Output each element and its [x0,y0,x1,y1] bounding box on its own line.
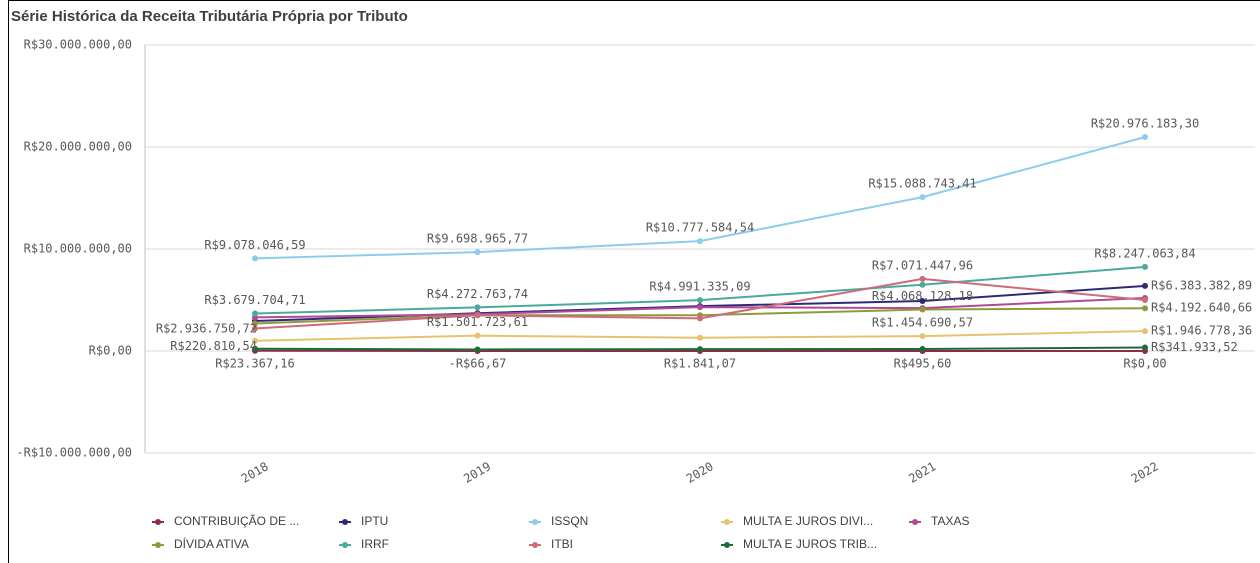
data-point [919,333,926,340]
data-label: R$4.272.763,74 [427,287,528,301]
data-point [919,194,926,201]
legend-label: TAXAS [931,514,969,528]
data-label: R$1.946.778,36 [1151,324,1252,338]
chart-title: Série Histórica da Receita Tributária Pr… [11,8,408,25]
data-point [252,255,258,262]
legend-label: MULTA E JUROS DIVI... [743,514,873,528]
data-label: R$23.367,16 [215,356,294,370]
data-point [1142,305,1148,312]
legend-swatch [532,519,538,525]
y-tick-label: R$20.000.000,00 [24,140,132,154]
data-point [697,334,703,341]
x-tick-label: 2018 [239,459,271,486]
data-point [252,325,258,332]
data-point [1142,328,1148,335]
legend-label: ITBI [551,537,573,551]
y-tick-label: R$30.000.000,00 [24,38,132,52]
legend-swatch [724,519,730,525]
legend-swatch [155,542,161,548]
data-label: R$341.933,52 [1151,340,1238,354]
data-label: R$15.088.743,41 [868,177,976,191]
data-label: R$0,00 [1123,357,1166,371]
data-point [697,304,703,311]
data-point [1142,282,1148,289]
data-label: R$1.841,07 [664,356,736,370]
x-tick-label: 2021 [906,459,938,486]
data-point [919,281,926,288]
legend-label: DÍVIDA ATIVA [174,536,249,551]
data-point [474,346,481,353]
x-tick-label: 2022 [1129,459,1161,486]
data-label: R$20.976.183,30 [1091,117,1199,131]
legend-label: IPTU [361,514,388,528]
data-label: R$1.454.690,57 [872,316,973,330]
legend-swatch [155,519,161,525]
legend-swatch [724,542,730,548]
data-label: R$3.679.704,71 [204,293,305,307]
data-point [919,275,926,282]
legend-swatch [342,542,348,548]
data-point [919,298,926,305]
data-point [474,304,481,311]
y-tick-label: R$10.000.000,00 [24,242,132,256]
data-point [1142,297,1148,303]
data-point [919,306,926,313]
data-label: R$4.192.640,66 [1151,301,1252,315]
data-point [697,238,703,245]
data-label: R$220.810,54 [170,339,257,353]
data-point [697,297,703,304]
data-point [252,337,258,344]
legend-label: MULTA E JUROS TRIB... [743,537,877,551]
legend-swatch [532,542,538,548]
data-label: R$7.071.447,96 [872,258,973,272]
data-label: -R$66,67 [449,357,507,371]
data-point [252,345,258,352]
data-point [1142,134,1148,141]
data-label: R$495,60 [894,356,952,370]
data-label: R$2.936.750,72 [156,322,257,336]
legend-label: ISSQN [551,514,588,528]
legend-label: IRRF [361,537,389,551]
data-point [1142,263,1148,270]
data-point [252,310,258,317]
data-label: R$6.383.382,89 [1151,278,1252,292]
legend-swatch [342,519,348,525]
y-tick-label: R$0,00 [89,344,132,358]
data-point [474,249,481,256]
legend-swatch [912,519,918,525]
data-point [919,345,926,352]
data-label: R$1.501.723,61 [427,315,528,329]
x-tick-label: 2019 [461,459,493,486]
y-tick-label: -R$10.000.000,00 [16,446,132,460]
data-label: R$9.698.965,77 [427,232,528,246]
data-point [474,312,481,319]
legend-label: CONTRIBUIÇÃO DE ... [174,514,299,528]
data-label: R$4.068.128,18 [872,289,973,303]
data-point [1142,344,1148,351]
data-label: R$8.247.063,84 [1094,246,1195,260]
data-label: R$9.078.046,59 [204,238,305,252]
data-point [252,320,258,327]
x-tick-label: 2020 [684,459,716,486]
data-point [697,346,703,353]
data-point [474,332,481,339]
data-point [697,315,703,322]
data-label: R$4.991.335,09 [649,280,750,294]
data-label: R$10.777.584,54 [646,221,754,235]
